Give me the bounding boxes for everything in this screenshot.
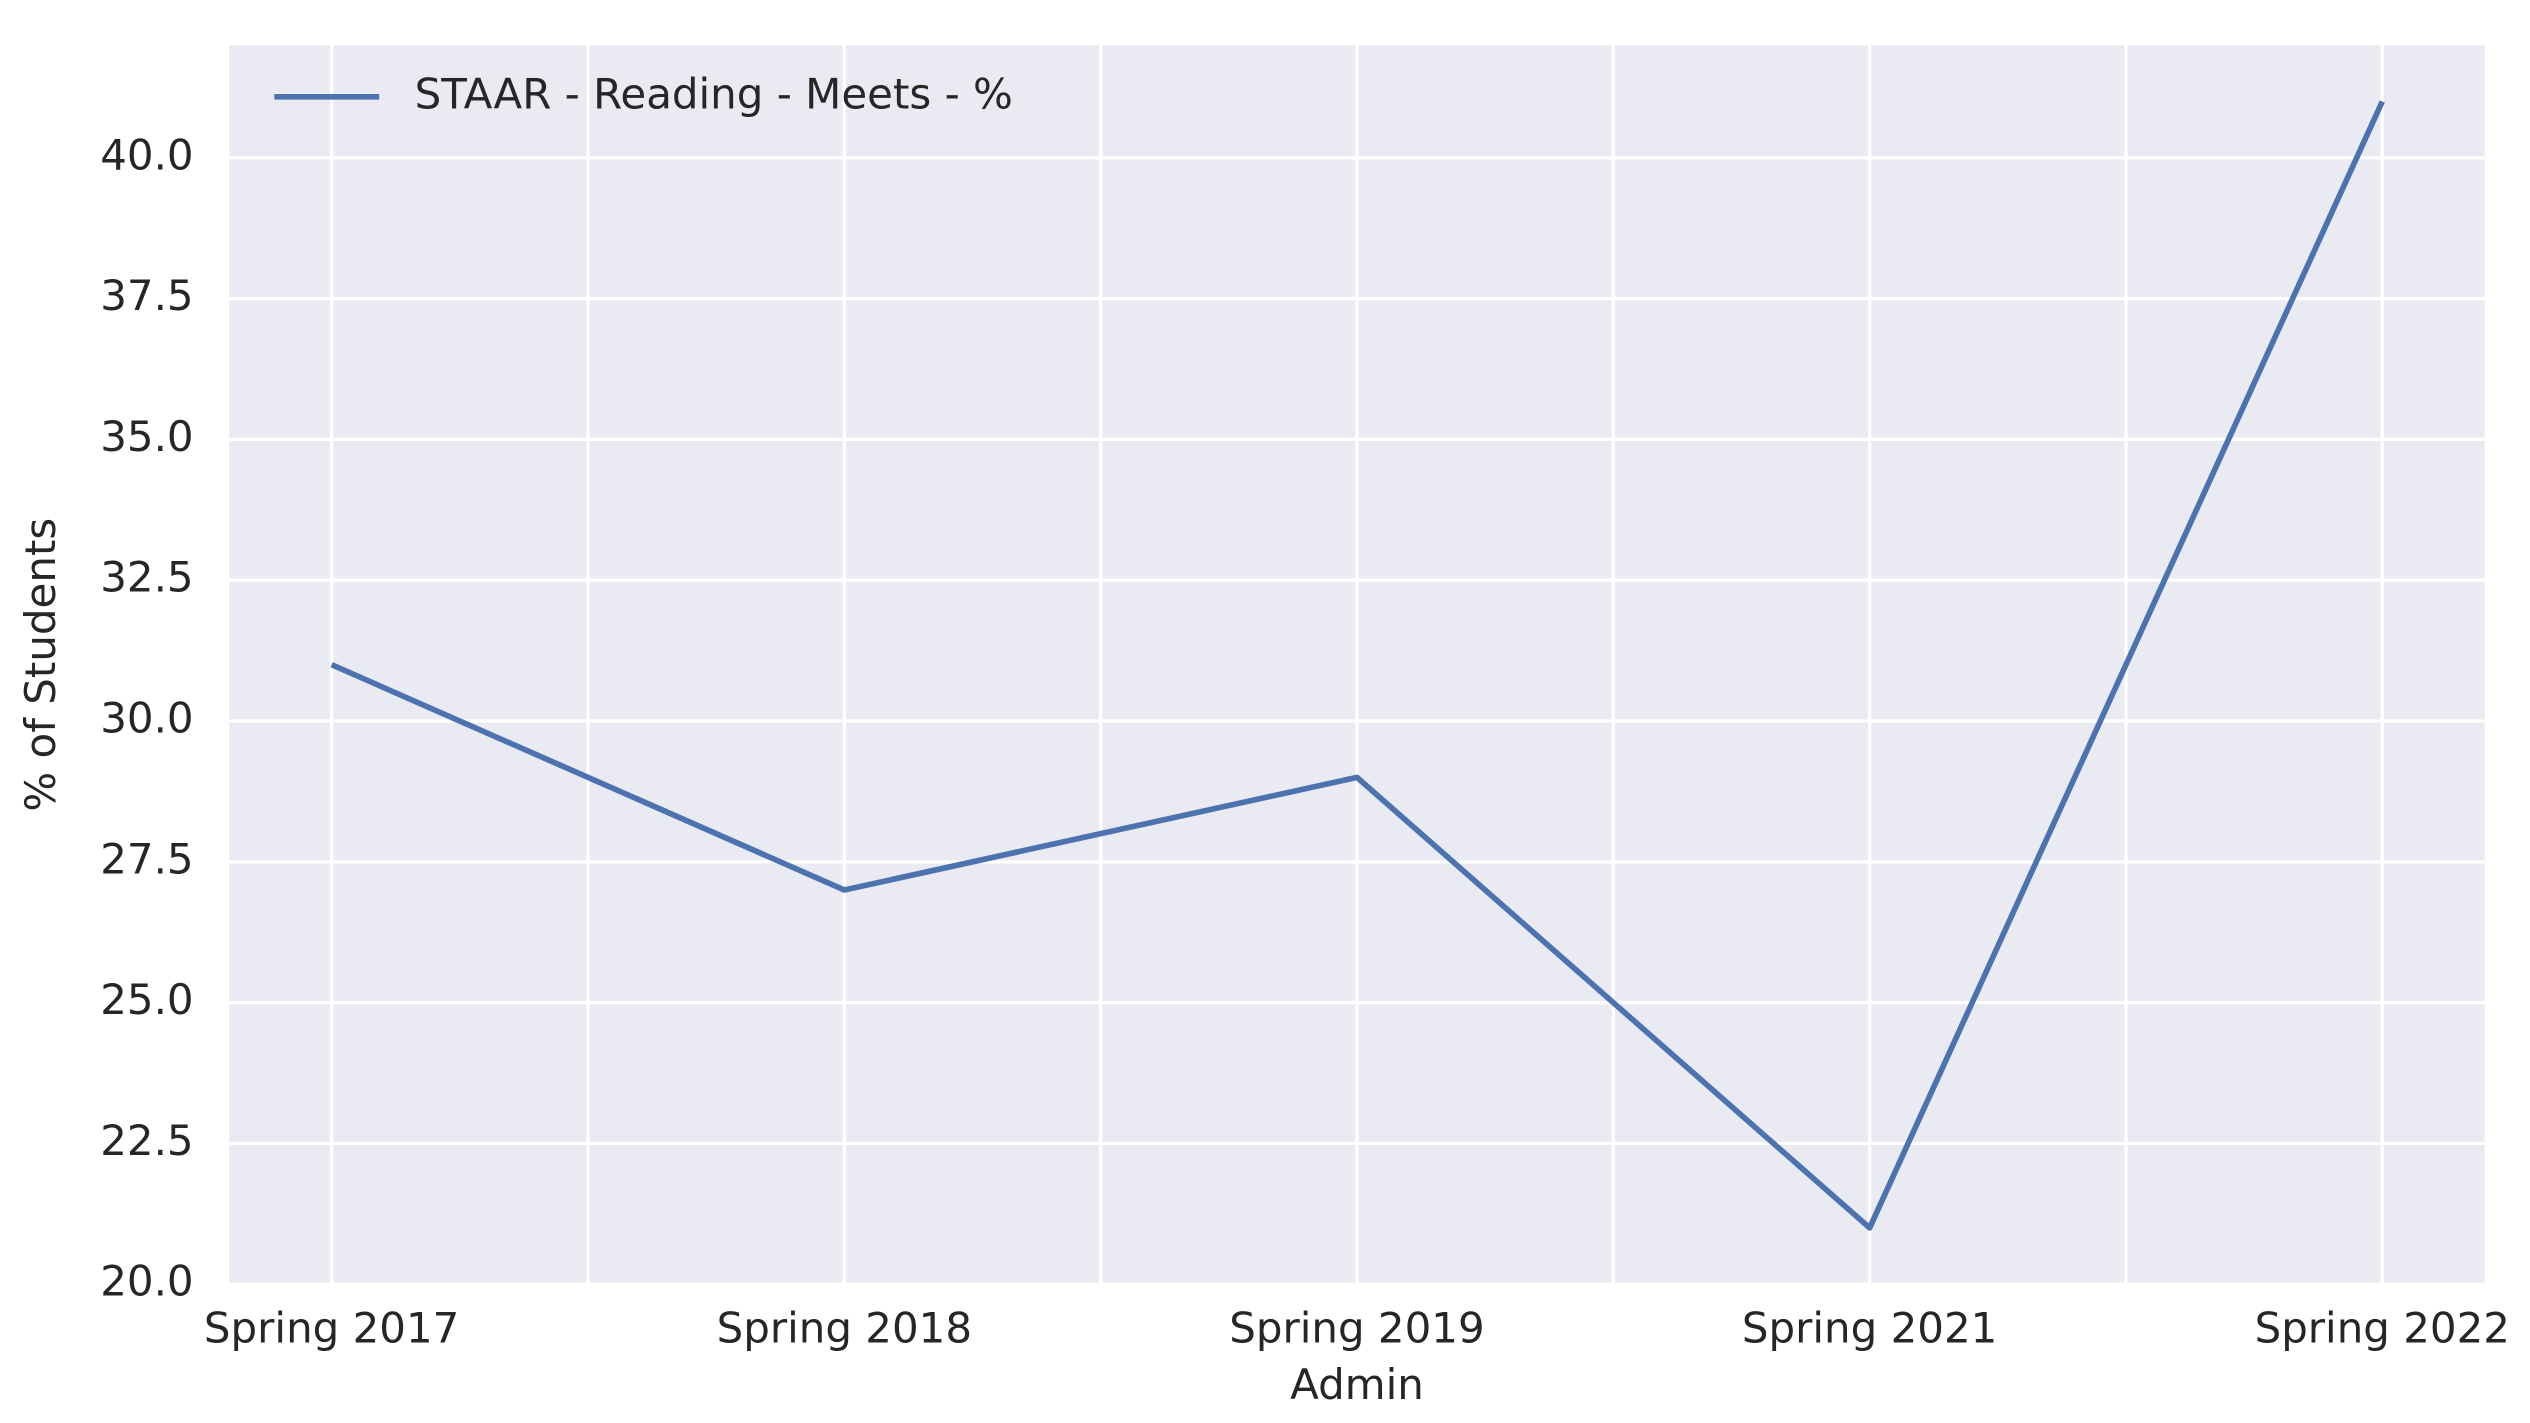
y-tick-label: 37.5 [100, 271, 193, 320]
y-axis-label: % of Students [16, 518, 65, 812]
y-tick-label: 27.5 [100, 834, 193, 883]
y-tick-label: 20.0 [100, 1257, 193, 1306]
y-tick-label: 30.0 [100, 694, 193, 743]
x-tick-label: Spring 2017 [204, 1304, 459, 1353]
y-tick-label: 22.5 [100, 1116, 193, 1165]
x-tick-label: Spring 2019 [1229, 1304, 1484, 1353]
y-tick-label: 25.0 [100, 975, 193, 1024]
y-tick-label: 32.5 [100, 553, 193, 602]
y-tick-label: 35.0 [100, 412, 193, 461]
x-tick-label: Spring 2018 [717, 1304, 972, 1353]
x-tick-label: Spring 2021 [1742, 1304, 1997, 1353]
legend-label: STAAR - Reading - Meets - % [415, 69, 1013, 118]
y-tick-label: 40.0 [100, 130, 193, 179]
data-line [330, 100, 2385, 1231]
marks [330, 100, 2385, 1231]
x-tick-label: Spring 2022 [2255, 1304, 2510, 1353]
x-axis-label: Admin [1290, 1360, 1424, 1409]
